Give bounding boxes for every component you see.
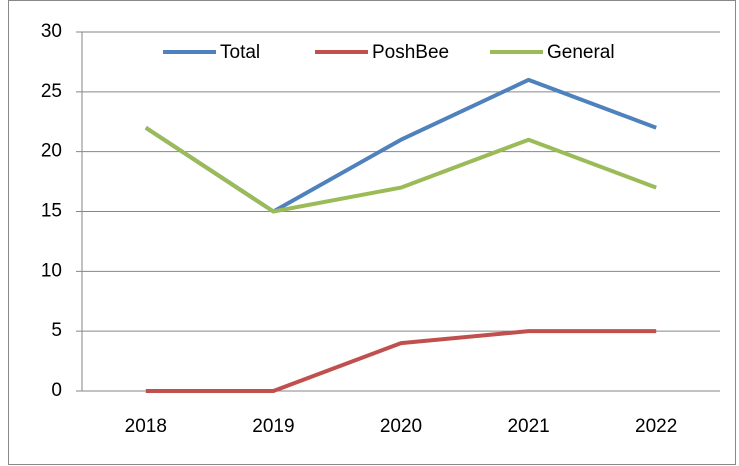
y-tick-label: 25 xyxy=(41,81,62,102)
x-tick-label: 2018 xyxy=(125,416,167,437)
y-tick-label: 30 xyxy=(41,21,62,42)
x-tick-label: 2019 xyxy=(252,416,294,437)
legend-label: PoshBee xyxy=(372,42,449,63)
y-tick-label: 10 xyxy=(41,260,62,281)
y-tick-label: 5 xyxy=(51,320,62,341)
x-tick-label: 2020 xyxy=(380,416,422,437)
y-tick-label: 0 xyxy=(51,380,62,401)
series-line xyxy=(145,329,657,393)
series-line xyxy=(144,126,657,214)
legend-label: Total xyxy=(220,42,260,63)
y-tick-label: 20 xyxy=(41,141,62,162)
chart-frame xyxy=(8,0,736,465)
y-tick-label: 15 xyxy=(41,201,62,222)
legend-label: General xyxy=(547,42,615,63)
x-tick-label: 2022 xyxy=(635,416,677,437)
x-tick-label: 2021 xyxy=(507,416,549,437)
